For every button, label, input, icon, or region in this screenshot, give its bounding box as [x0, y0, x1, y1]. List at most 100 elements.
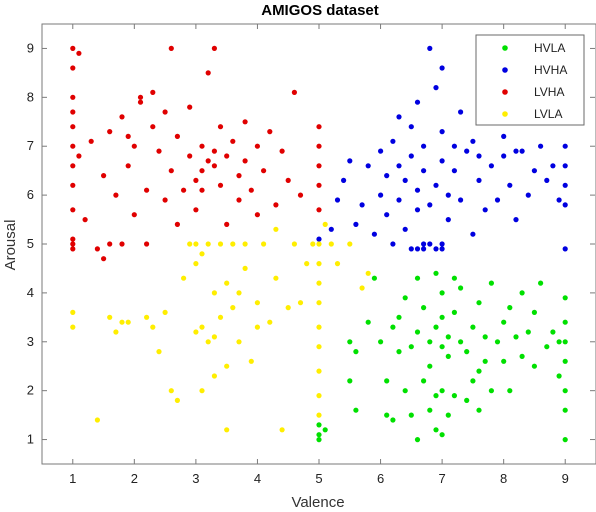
data-point: [562, 202, 568, 208]
data-point: [230, 305, 236, 311]
y-tick-label: 3: [27, 334, 34, 349]
data-point: [550, 163, 556, 169]
data-point: [562, 437, 568, 443]
y-tick-label: 6: [27, 187, 34, 202]
data-point: [501, 319, 507, 325]
data-point: [476, 153, 482, 159]
data-point: [316, 143, 322, 149]
data-point: [119, 241, 125, 247]
data-point: [562, 388, 568, 394]
data-point: [427, 45, 433, 52]
data-point: [144, 241, 150, 247]
data-point: [304, 261, 310, 267]
data-point: [414, 437, 421, 443]
data-point: [254, 324, 260, 330]
data-point: [70, 309, 76, 315]
data-point: [193, 329, 199, 335]
data-point: [162, 197, 168, 203]
data-point: [168, 168, 174, 174]
data-point: [187, 153, 193, 159]
data-point: [224, 221, 230, 227]
data-point: [408, 412, 414, 418]
data-point: [562, 246, 568, 252]
data-point: [451, 393, 457, 399]
data-point: [439, 344, 445, 350]
x-tick-label: 4: [254, 471, 261, 486]
data-point: [562, 143, 568, 149]
data-point: [211, 148, 217, 154]
data-point: [458, 109, 464, 115]
data-point: [371, 275, 377, 281]
data-point: [494, 339, 501, 345]
data-point: [70, 324, 76, 330]
data-point: [433, 85, 439, 91]
data-point: [217, 124, 224, 130]
series-hvla: [316, 270, 568, 443]
data-point: [476, 407, 482, 413]
data-point: [285, 305, 291, 311]
data-point: [316, 432, 322, 438]
data-point: [476, 177, 482, 183]
data-point: [544, 344, 550, 350]
x-tick-label: 5: [315, 471, 322, 486]
data-point: [414, 246, 421, 252]
data-point: [137, 99, 144, 105]
data-point: [70, 207, 76, 213]
data-point: [464, 349, 470, 355]
data-point: [101, 256, 107, 262]
data-point: [70, 236, 76, 242]
data-point: [433, 427, 439, 433]
x-axis-ticks: 1 2 3 4 5 6 7 8 9: [69, 24, 569, 486]
data-point: [458, 285, 464, 291]
series-lvha: [70, 45, 322, 262]
data-point: [242, 158, 248, 164]
chart-title: AMIGOS dataset: [261, 2, 379, 19]
data-point: [501, 153, 507, 159]
data-point: [224, 280, 230, 286]
data-point: [556, 373, 562, 379]
data-point: [328, 241, 334, 247]
data-point: [236, 339, 242, 345]
data-point: [402, 388, 408, 394]
data-point: [353, 349, 359, 355]
data-point: [211, 373, 217, 379]
data-point: [341, 177, 347, 183]
data-point: [316, 344, 322, 350]
data-point: [378, 339, 384, 345]
data-point: [236, 290, 242, 296]
data-point: [390, 417, 396, 423]
data-point: [273, 226, 279, 232]
data-point: [70, 182, 76, 188]
data-point: [70, 241, 76, 247]
data-point: [451, 143, 457, 149]
data-point: [562, 163, 568, 169]
data-point: [433, 270, 439, 276]
data-point: [297, 192, 304, 198]
data-point: [433, 393, 439, 399]
data-point: [267, 319, 273, 325]
data-point: [384, 378, 390, 384]
data-point: [107, 241, 113, 247]
data-point: [316, 368, 322, 374]
data-point: [101, 173, 107, 179]
data-point: [353, 407, 359, 413]
legend-marker: [502, 89, 508, 95]
data-point: [193, 177, 199, 183]
data-point: [174, 397, 180, 403]
data-point: [470, 231, 476, 237]
data-point: [445, 217, 451, 223]
data-point: [205, 158, 211, 164]
data-point: [384, 412, 390, 418]
data-point: [421, 168, 427, 174]
data-point: [316, 393, 322, 399]
data-point: [254, 212, 260, 218]
x-tick-label: 8: [500, 471, 507, 486]
data-point: [384, 173, 390, 179]
y-tick-label: 1: [27, 432, 34, 447]
data-point: [531, 309, 538, 315]
data-point: [230, 241, 236, 247]
data-point: [156, 148, 162, 154]
data-point: [199, 143, 205, 149]
data-point: [347, 241, 353, 247]
data-point: [384, 212, 390, 218]
